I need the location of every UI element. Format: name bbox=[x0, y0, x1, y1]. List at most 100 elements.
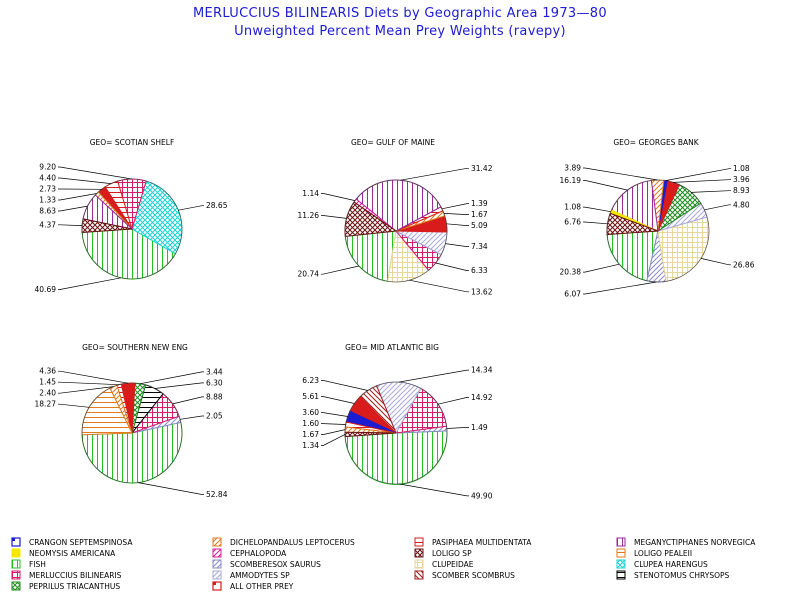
slice-value-label: 31.42 bbox=[471, 164, 493, 173]
legend-label: CLUPEIDAE bbox=[432, 560, 474, 569]
pie-title: GEO= SOUTHERN NEW ENG bbox=[82, 343, 188, 352]
slice-value-label: 20.38 bbox=[560, 268, 582, 277]
leader-line bbox=[400, 167, 469, 181]
leader-line bbox=[321, 429, 346, 435]
slice-value-label: 40.69 bbox=[35, 285, 57, 294]
legend-label: PASIPHAEA MULTIDENTATA bbox=[432, 538, 532, 547]
leader-line bbox=[409, 279, 469, 293]
slice-value-label: 6.76 bbox=[564, 218, 581, 227]
leader-line bbox=[691, 190, 731, 193]
slice-value-label: 8.63 bbox=[39, 207, 56, 216]
leader-line bbox=[58, 370, 129, 384]
legend-label: CRANGON SEPTEMSPINOSA bbox=[29, 538, 133, 547]
pie-title: GEO= SCOTIAN SHELF bbox=[90, 138, 175, 147]
slice-value-label: 49.90 bbox=[471, 491, 493, 500]
leader-line bbox=[58, 381, 120, 386]
slice-value-label: 13.62 bbox=[471, 287, 493, 296]
leader-line bbox=[665, 168, 731, 181]
slice-value-label: 4.80 bbox=[733, 200, 750, 209]
leader-line bbox=[704, 204, 731, 211]
leader-line bbox=[58, 166, 132, 180]
legend-label: PEPRILUS TRIACANTHUS bbox=[29, 582, 120, 591]
pie-gulf-of-maine: GEO= GULF OF MAINE 1.14 11.26 20.74 31.42 1.3… bbox=[298, 138, 493, 296]
legend-label: SCOMBERESOX SAURUS bbox=[230, 560, 321, 569]
leader-line bbox=[321, 265, 359, 275]
legend-label: SCOMBER SCOMBRUS bbox=[432, 571, 515, 580]
slice-value-label: 6.07 bbox=[564, 290, 581, 299]
slice-value-label: 26.86 bbox=[733, 260, 755, 269]
leader-line bbox=[435, 262, 469, 271]
legend-item-clupea-harengus: CLUPEA HARENGUS bbox=[616, 559, 708, 569]
pie-slice-fish bbox=[344, 230, 397, 282]
legend-label: STENOTOMUS CHRYSOPS bbox=[634, 571, 730, 580]
legend-item-fish: FISH bbox=[11, 559, 46, 569]
slice-value-label: 5.09 bbox=[471, 221, 488, 230]
slice-value-label: 11.26 bbox=[298, 211, 320, 220]
pie-southern-new-eng: GEO= SOUTHERN NEW ENG 4.36 1.45 2.40 18.27 3.… bbox=[35, 343, 228, 499]
leader-line bbox=[321, 412, 348, 417]
leader-line bbox=[58, 403, 90, 408]
slice-value-label: 1.67 bbox=[471, 210, 488, 219]
leader-line bbox=[446, 223, 469, 226]
leader-line bbox=[58, 205, 88, 212]
slice-value-label: 1.08 bbox=[564, 203, 581, 212]
slice-value-label: 28.65 bbox=[206, 201, 228, 210]
legend-label: FISH bbox=[29, 560, 46, 569]
slice-value-label: 8.88 bbox=[206, 392, 223, 401]
slice-value-label: 4.40 bbox=[39, 174, 56, 183]
leader-line bbox=[321, 193, 356, 201]
legend-item-pasiphaea-multidentata: PASIPHAEA MULTIDENTATA bbox=[414, 537, 532, 547]
slice-value-label: 3.60 bbox=[302, 408, 319, 417]
pie-title: GEO= GEORGES BANK bbox=[613, 138, 699, 147]
slice-value-label: 2.05 bbox=[206, 412, 223, 421]
leader-line bbox=[583, 206, 611, 213]
legend-label: CEPHALOPODA bbox=[230, 549, 287, 558]
leader-line bbox=[441, 203, 469, 210]
pie-title: GEO= MID ATLANTIC BIG bbox=[345, 343, 439, 352]
leader-line bbox=[443, 213, 469, 215]
legend-item-crangon-septemspinosa: CRANGON SEPTEMSPINOSA bbox=[11, 537, 133, 547]
leader-line bbox=[138, 482, 204, 495]
leader-line bbox=[583, 167, 658, 181]
slice-value-label: 4.36 bbox=[39, 367, 56, 376]
legend-label: NEOMYSIS AMERICANA bbox=[29, 549, 116, 558]
legend-item-peprilus-triacanthus: PEPRILUS TRIACANTHUS bbox=[11, 581, 120, 591]
leader-line bbox=[321, 423, 346, 425]
slice-value-label: 3.89 bbox=[564, 164, 581, 173]
legend-label: DICHELOPANDALUS LEPTOCERUS bbox=[230, 538, 355, 547]
leader-line bbox=[583, 281, 657, 295]
slice-value-label: 14.34 bbox=[471, 366, 493, 375]
slice-value-label: 1.45 bbox=[39, 378, 56, 387]
slice-value-label: 6.30 bbox=[206, 378, 223, 387]
leader-line bbox=[438, 397, 469, 405]
leader-line bbox=[321, 380, 368, 391]
slice-value-label: 1.49 bbox=[471, 423, 488, 432]
slice-value-label: 9.20 bbox=[39, 163, 56, 172]
legend-item-scomber-scombrus: SCOMBER SCOMBRUS bbox=[414, 570, 515, 580]
leader-line bbox=[140, 371, 204, 385]
pie-mid-atlantic-big: GEO= MID ATLANTIC BIG 6.23 5.61 3.60 1.60 1.6… bbox=[302, 343, 492, 500]
slice-value-label: 2.40 bbox=[39, 389, 56, 398]
leader-line bbox=[58, 386, 114, 394]
pie-scotian-shelf: GEO= SCOTIAN SHELF 9.20 4.40 2.73 1.33 8.63 4.… bbox=[35, 138, 228, 294]
slice-value-label: 1.67 bbox=[302, 430, 319, 439]
slice-value-label: 4.37 bbox=[39, 220, 56, 229]
leader-line bbox=[673, 179, 731, 183]
leader-line bbox=[583, 263, 620, 273]
slice-value-label: 1.39 bbox=[471, 199, 488, 208]
leader-line bbox=[58, 224, 83, 226]
slice-value-label: 1.34 bbox=[302, 441, 319, 450]
legend-label: LOLIGO SP bbox=[432, 549, 472, 558]
slice-value-label: 1.14 bbox=[302, 189, 319, 198]
leader-line bbox=[154, 382, 204, 389]
leader-line bbox=[180, 415, 204, 420]
slice-value-label: 2.73 bbox=[39, 185, 56, 194]
legend-item-loligo-sp: LOLIGO SP bbox=[414, 548, 472, 558]
slice-value-label: 5.61 bbox=[302, 392, 319, 401]
slice-value-label: 3.96 bbox=[733, 175, 750, 184]
legend-item-meganyctiphanes-norvegica: MEGANYCTIPHANES NORVEGICA bbox=[616, 537, 756, 547]
slice-value-label: 6.23 bbox=[302, 376, 319, 385]
leader-line bbox=[445, 243, 469, 247]
leader-line bbox=[172, 396, 204, 405]
